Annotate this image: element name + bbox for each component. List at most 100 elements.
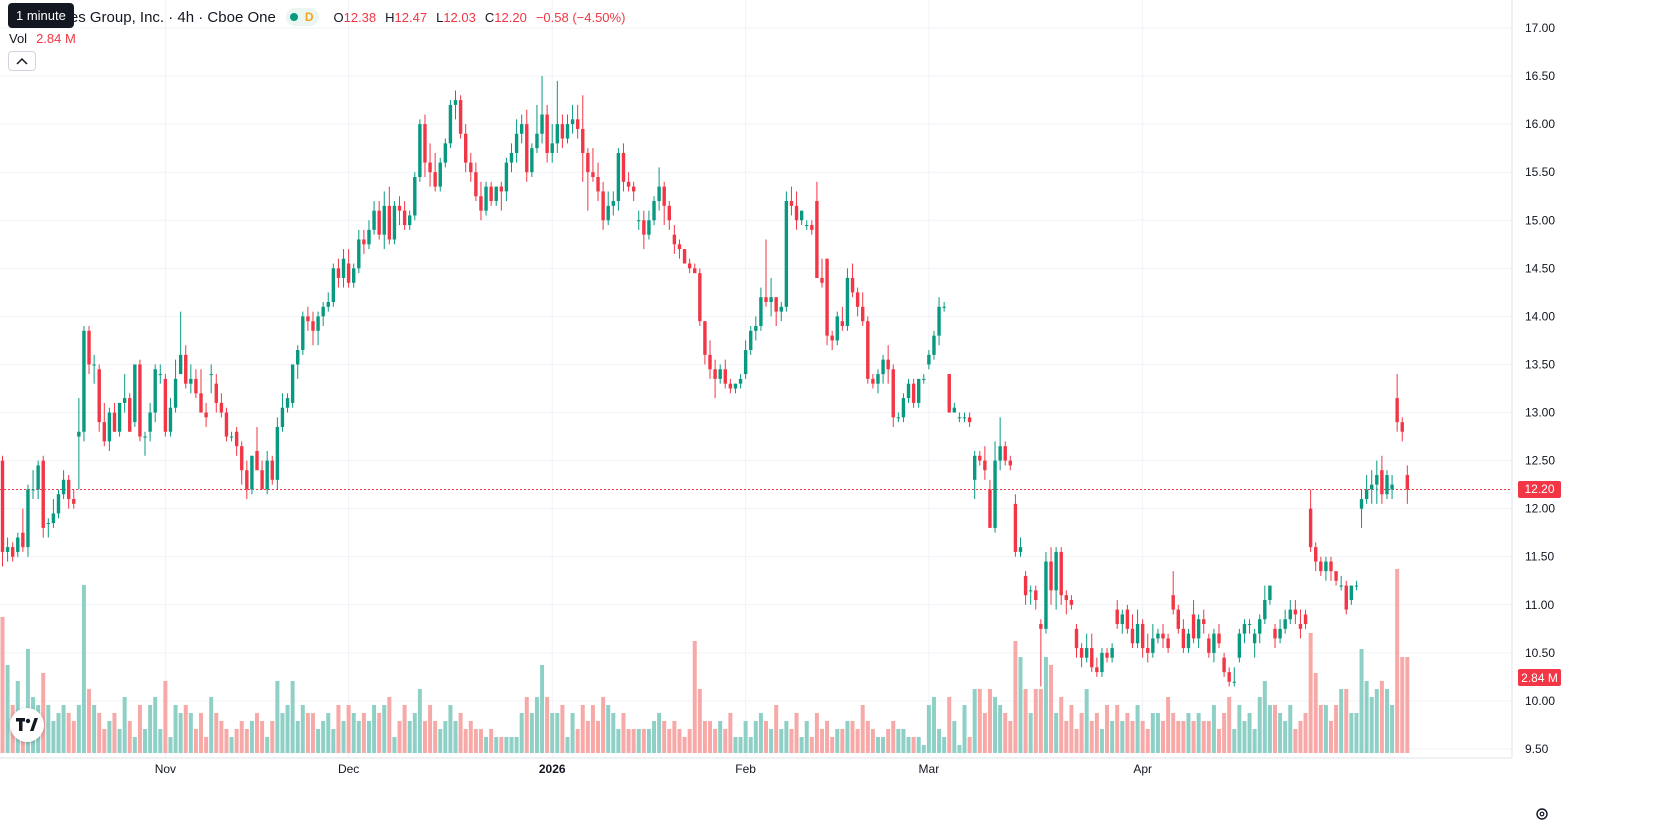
candle-body — [36, 465, 40, 490]
collapse-legend-button[interactable] — [8, 51, 36, 71]
y-tick-label: 16.50 — [1525, 69, 1555, 83]
candle-body — [479, 196, 483, 211]
candle-body — [1049, 561, 1053, 591]
y-tick-label: 11.50 — [1525, 550, 1554, 564]
volume-bar — [239, 721, 244, 753]
candle-body — [830, 335, 834, 341]
close-key: C — [484, 9, 495, 25]
candle-body — [122, 398, 127, 403]
market-status[interactable]: D — [285, 8, 320, 26]
volume-bar — [87, 689, 92, 753]
volume-bar — [1084, 689, 1089, 753]
volume-bar — [1318, 705, 1323, 753]
candle-body — [392, 205, 397, 240]
candle-body — [1395, 398, 1399, 423]
volume-bar — [967, 737, 972, 753]
volume-bar — [748, 737, 753, 753]
candle-body — [1339, 585, 1343, 587]
settings-icon[interactable] — [1535, 807, 1549, 821]
candle-body — [413, 177, 417, 216]
volume-bar — [524, 697, 529, 753]
candle-body — [922, 378, 926, 380]
candle-body — [1176, 609, 1180, 629]
volume-bar — [199, 713, 204, 753]
candle-body — [163, 378, 168, 432]
candle-body — [1069, 599, 1074, 605]
volume-bar — [1395, 569, 1400, 753]
volume-bar — [1201, 721, 1206, 753]
volume-bar — [1211, 705, 1216, 753]
candle-body — [1059, 551, 1063, 596]
volume-bar — [1140, 721, 1145, 753]
candle-body — [448, 104, 453, 144]
candle-body — [861, 306, 865, 322]
volume-bar — [275, 681, 280, 753]
candle-body — [1324, 561, 1328, 572]
candle-body — [469, 162, 473, 173]
open-value: 12.38 — [343, 9, 377, 25]
candle-body — [952, 407, 957, 413]
volume-bar — [1379, 681, 1384, 753]
time-axis[interactable]: Nov Dec 2026 Feb Mar Apr — [155, 762, 1152, 776]
candle-body — [687, 263, 692, 269]
volume-bar — [1400, 657, 1405, 753]
volume-bar — [697, 689, 702, 753]
change-value: −0.58 (−4.50%) — [535, 9, 626, 25]
candle-body — [117, 402, 122, 432]
volume-bar — [1033, 689, 1038, 753]
candle-body — [540, 114, 544, 134]
candle-body — [871, 378, 875, 384]
volume-bar — [1267, 705, 1272, 753]
candle-body — [204, 412, 208, 418]
volume-bar — [1390, 705, 1395, 753]
candle-body — [1247, 624, 1252, 626]
volume-bar — [453, 721, 458, 753]
volume-legend[interactable]: Vol 2.84 M — [9, 31, 76, 46]
candle-body — [1008, 460, 1013, 466]
last-price-tag: 12.20 — [1518, 480, 1561, 498]
candle-body — [1288, 609, 1292, 620]
candle-body — [1278, 628, 1282, 639]
candle-body — [1023, 575, 1028, 596]
price-axis[interactable]: 17.00 16.50 16.00 15.50 15.00 14.50 14.00 13.50… — [1525, 21, 1555, 756]
volume-bar — [473, 729, 478, 753]
candle-body — [61, 479, 66, 495]
volume-bar — [743, 721, 748, 753]
candle-body — [1375, 475, 1379, 485]
volume-bar — [428, 705, 433, 753]
candle-body — [1354, 585, 1359, 587]
volume-bar — [830, 737, 835, 753]
volume-bar — [850, 721, 855, 753]
candle-body — [382, 205, 386, 235]
candle-body — [759, 297, 763, 327]
y-tick-label: 16.00 — [1525, 117, 1555, 131]
candle-body — [621, 152, 626, 182]
chevron-up-icon — [16, 57, 28, 65]
volume-bar — [1013, 641, 1018, 753]
volume-bar — [280, 713, 285, 753]
volume-bar — [163, 681, 168, 753]
candle-body — [77, 431, 81, 437]
y-tick-label: 15.00 — [1525, 213, 1555, 227]
volume-bar — [489, 729, 494, 753]
candle-body — [799, 210, 804, 221]
volume-bar — [214, 713, 219, 753]
volume-bar — [244, 729, 249, 753]
candle-body — [346, 263, 351, 283]
volume-bar — [596, 721, 601, 753]
volume-bar — [896, 729, 901, 753]
volume-bar — [1120, 721, 1125, 753]
volume-bar — [1150, 713, 1155, 753]
y-tick-label: 10.50 — [1525, 646, 1555, 660]
symbol-title[interactable]: can Airlines Group, Inc. · 4h · Cboe One — [9, 8, 276, 26]
candle-body — [1329, 561, 1333, 572]
tradingview-logo[interactable] — [10, 708, 44, 742]
candle-body — [504, 162, 509, 192]
symbol-legend[interactable]: can Airlines Group, Inc. · 4h · Cboe One… — [9, 6, 625, 28]
candle-body — [214, 383, 218, 403]
candle-body — [693, 268, 697, 274]
volume-bar — [779, 729, 784, 753]
candle-body — [1028, 590, 1033, 592]
volume-bar — [881, 737, 886, 753]
